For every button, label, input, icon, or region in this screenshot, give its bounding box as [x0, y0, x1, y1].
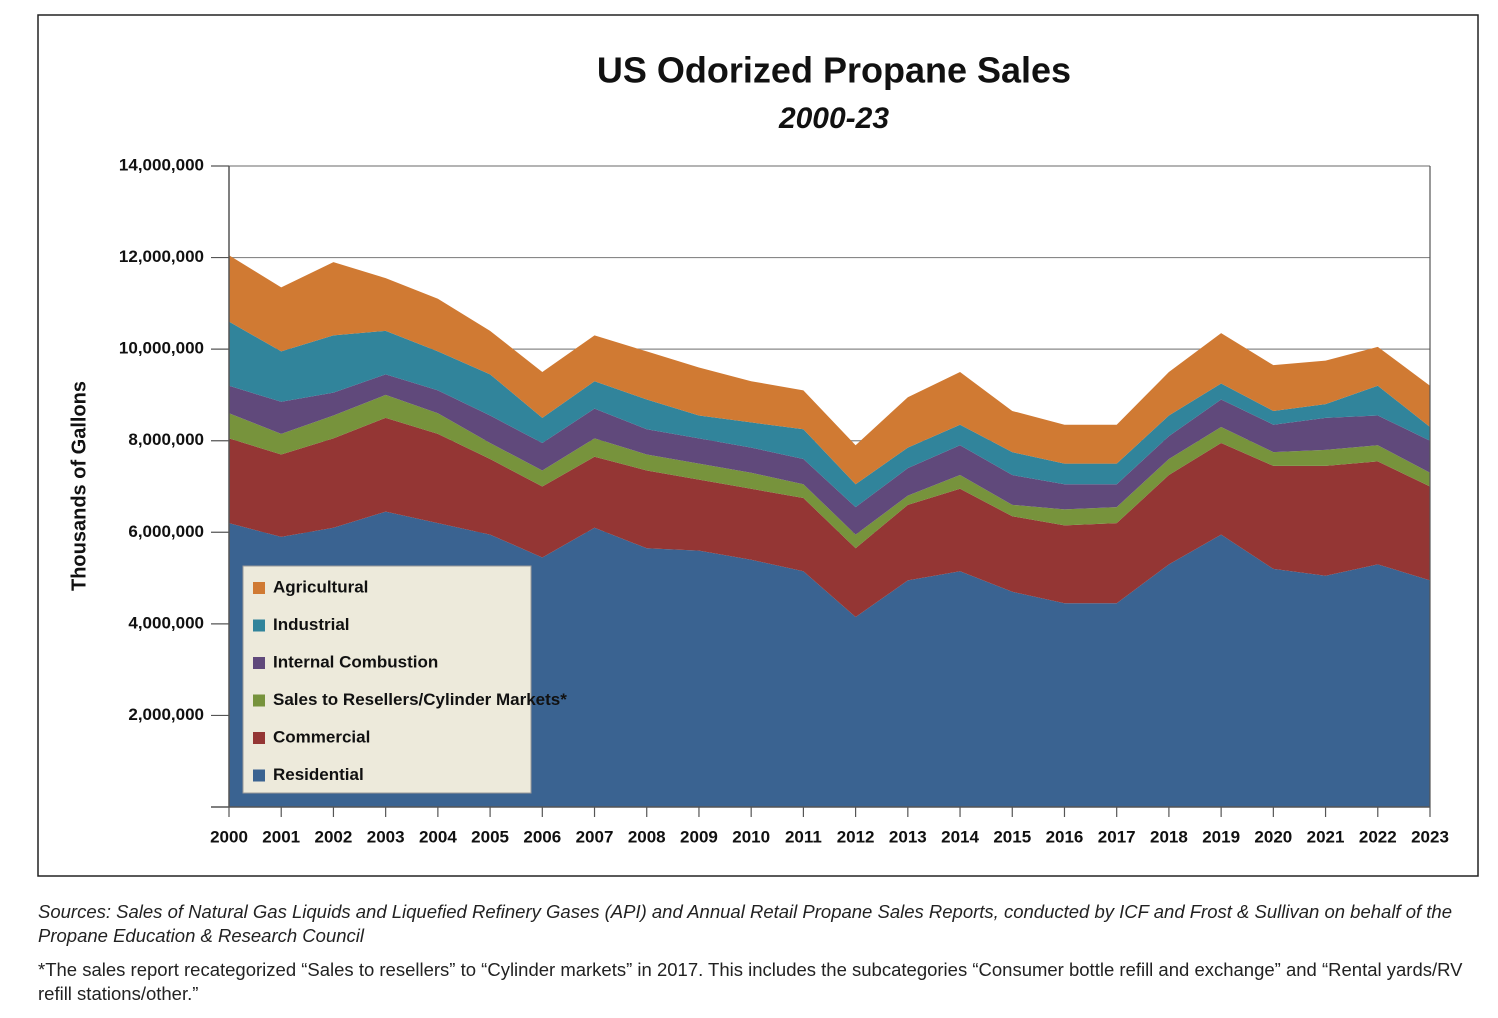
x-tick-label: 2004: [419, 827, 457, 846]
x-tick-label: 2009: [680, 827, 718, 846]
x-tick-label: 2016: [1046, 827, 1084, 846]
x-tick-label: 2003: [367, 827, 405, 846]
x-tick-label: 2008: [628, 827, 666, 846]
area: [229, 394, 1430, 549]
legend-swatch: [253, 657, 265, 669]
y-tick-label: 4,000,000: [128, 613, 204, 632]
x-tick-label: 2002: [315, 827, 353, 846]
x-tick-label: 2000: [210, 827, 248, 846]
y-tick-label: 10,000,000: [119, 339, 204, 358]
area: [229, 255, 1430, 485]
legend-swatch: [253, 769, 265, 782]
x-tick-label: 2011: [785, 827, 822, 846]
x-tick-label: 2001: [262, 827, 300, 846]
y-tick-label: 2,000,000: [128, 705, 204, 724]
legend-label: Residential: [273, 765, 364, 784]
chart: US Odorized Propane Sales 2000-23 Thousa…: [37, 14, 1479, 877]
legend-swatch: [253, 732, 265, 744]
chart-subtitle: 2000-23: [778, 102, 889, 135]
legend-label: Industrial: [273, 615, 350, 634]
x-tick-label: 2015: [993, 827, 1031, 846]
area: [229, 321, 1430, 508]
y-tick-label: 6,000,000: [128, 522, 204, 541]
legend-label: Commercial: [273, 727, 370, 746]
x-tick-label: 2020: [1254, 827, 1292, 846]
y-axis-label: Thousands of Gallons: [68, 381, 90, 591]
y-tick-label: 8,000,000: [128, 430, 204, 449]
legend-swatch: [253, 582, 265, 594]
x-tick-label: 2022: [1359, 827, 1397, 846]
area: [229, 417, 1430, 617]
x-tick-label: 2019: [1202, 827, 1240, 846]
x-tick-label: 2013: [889, 827, 927, 846]
y-tick-label: 14,000,000: [119, 155, 204, 174]
legend-box: [242, 565, 532, 794]
x-tick-label: 2010: [732, 827, 770, 846]
x-tick-label: 2014: [941, 827, 979, 846]
x-tick-label: 2018: [1150, 827, 1188, 846]
footnote: *The sales report recategorized “Sales t…: [38, 959, 1463, 1004]
x-tick-label: 2021: [1307, 827, 1345, 846]
legend-label: Agricultural: [273, 577, 368, 596]
x-tick-label: 2012: [837, 827, 875, 846]
x-tick-label: 2005: [471, 827, 509, 846]
legend-swatch: [253, 619, 265, 632]
x-tick-label: 2006: [523, 827, 561, 846]
legend-swatch: [253, 694, 265, 707]
area: [229, 374, 1430, 535]
x-tick-label: 2023: [1411, 827, 1449, 846]
source-note: Sources: Sales of Natural Gas Liquids an…: [38, 901, 1452, 946]
chart-title: US Odorized Propane Sales: [597, 50, 1071, 91]
x-tick-label: 2007: [576, 827, 614, 846]
legend-label: Internal Combustion: [273, 652, 438, 671]
y-tick-label: 12,000,000: [119, 247, 204, 266]
x-tick-label: 2017: [1098, 827, 1136, 846]
legend-label: Sales to Resellers/Cylinder Markets*: [273, 690, 567, 709]
